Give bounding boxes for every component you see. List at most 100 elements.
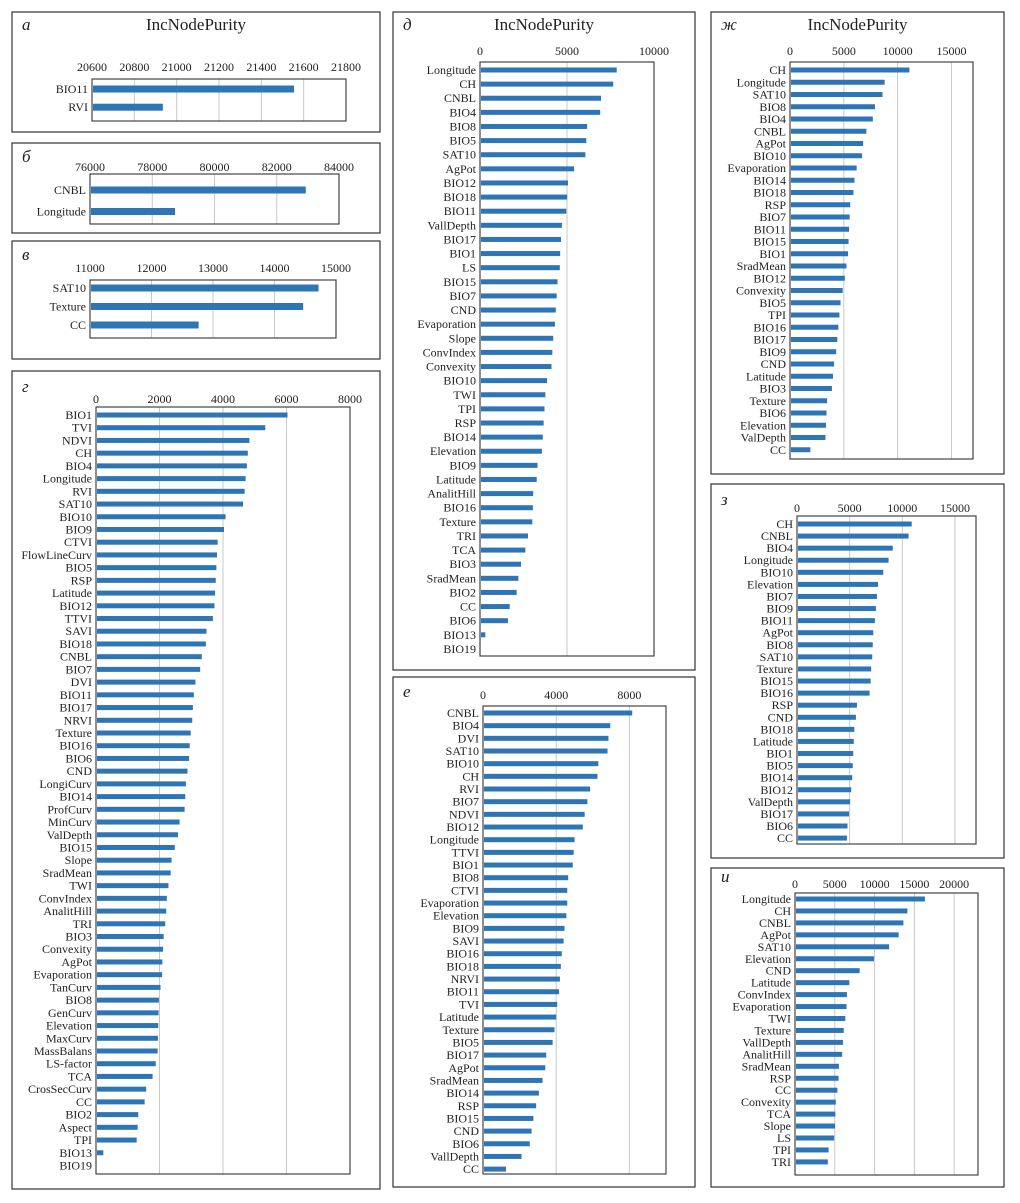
bar <box>481 378 548 384</box>
category-label: Longitude <box>37 205 86 219</box>
category-label: BIO10 <box>753 149 786 163</box>
category-label: NDVI <box>62 433 92 447</box>
category-label: SAT10 <box>753 88 786 102</box>
bar <box>97 654 202 660</box>
category-label: BIO9 <box>452 921 479 935</box>
bar <box>97 1086 147 1092</box>
category-label: TVI <box>459 997 479 1011</box>
x-tick-label: 10000 <box>887 501 917 515</box>
bar <box>481 180 568 186</box>
bar <box>97 679 196 685</box>
category-label: VallDepth <box>427 218 476 232</box>
x-tick-label: 76000 <box>75 160 105 174</box>
category-label: RSP <box>772 698 794 712</box>
category-label: BIO18 <box>59 637 92 651</box>
category-label: ValDepth <box>47 828 92 842</box>
category-label: BIO15 <box>59 840 92 854</box>
category-label: VallDepth <box>742 1035 791 1049</box>
panel-letter: в <box>22 245 30 264</box>
bar <box>97 781 186 787</box>
bar <box>798 630 874 636</box>
category-label: BIO18 <box>443 190 476 204</box>
bar <box>97 984 161 990</box>
bar <box>791 324 839 330</box>
category-label: BIO11 <box>761 614 793 628</box>
bar <box>791 447 811 453</box>
bar <box>481 208 567 214</box>
category-label: GenCurv <box>48 1006 92 1020</box>
category-label: BIO5 <box>759 296 786 310</box>
category-label: AgPot <box>61 955 92 969</box>
category-label: CC <box>76 1095 92 1109</box>
bar <box>97 590 216 596</box>
category-label: BIO13 <box>59 1146 92 1160</box>
bar <box>796 1099 836 1105</box>
bar <box>97 1010 159 1016</box>
category-label: BIO15 <box>443 275 476 289</box>
x-tick-label: 0 <box>794 501 800 515</box>
plot-area-border <box>482 705 667 1175</box>
x-tick-label: 78000 <box>137 160 167 174</box>
category-label: CTVI <box>64 535 92 549</box>
category-label: BIO11 <box>56 82 88 96</box>
bar <box>791 214 850 220</box>
category-label: TWI <box>453 388 476 402</box>
category-label: LS <box>462 261 476 275</box>
category-label: BIO4 <box>452 719 479 733</box>
bar <box>481 420 544 426</box>
category-label: TRI <box>457 529 476 543</box>
category-label: TPI <box>458 402 476 416</box>
bar <box>484 735 609 741</box>
bar <box>484 1039 553 1045</box>
category-label: BIO2 <box>449 585 476 599</box>
category-label: BIO14 <box>446 1086 479 1100</box>
bar <box>481 575 519 581</box>
category-label: BIO18 <box>760 722 793 736</box>
bar <box>796 1111 836 1117</box>
category-label: BIO7 <box>65 662 92 676</box>
bar <box>97 526 224 532</box>
category-label: BIO14 <box>760 771 793 785</box>
category-label: SAT10 <box>758 940 791 954</box>
category-label: CNBL <box>761 529 793 543</box>
bar <box>481 152 586 158</box>
bar <box>791 361 835 367</box>
x-tick-label: 4000 <box>544 688 568 702</box>
category-label: SAT10 <box>443 148 476 162</box>
bar <box>791 410 827 416</box>
category-label: TRI <box>772 1155 791 1169</box>
category-label: BIO14 <box>753 173 786 187</box>
bar <box>481 138 587 144</box>
bar <box>97 934 164 940</box>
bar <box>791 153 863 159</box>
category-label: Evaporation <box>33 968 92 982</box>
category-label: BIO3 <box>65 930 92 944</box>
bar <box>791 177 855 183</box>
category-label: BIO17 <box>446 1048 479 1062</box>
bar <box>93 85 295 93</box>
category-label: SAVI <box>66 624 92 638</box>
bar <box>481 166 575 172</box>
category-label: RVI <box>72 484 92 498</box>
bar <box>481 236 562 242</box>
chart-panel: а IncNodePurity 20600 20800 21000 21200 21400 2… <box>11 11 381 133</box>
bar <box>791 128 867 134</box>
bar <box>484 799 588 805</box>
category-label: BIO3 <box>449 557 476 571</box>
category-label: BIO1 <box>449 247 476 261</box>
bar <box>484 1001 558 1007</box>
category-label: AnalitHill <box>427 487 476 501</box>
bar <box>97 794 186 800</box>
bar <box>481 364 552 370</box>
bar <box>791 349 837 355</box>
category-label: MaxCurv <box>46 1031 92 1045</box>
bar <box>481 279 558 285</box>
bar <box>481 589 517 595</box>
category-label: Evaporation <box>420 896 479 910</box>
bar <box>484 1141 530 1147</box>
category-label: RSP <box>455 416 477 430</box>
panel-frame <box>392 11 696 671</box>
bar <box>481 505 533 511</box>
category-label: LongiCurv <box>39 777 92 791</box>
category-label: BIO10 <box>59 510 92 524</box>
